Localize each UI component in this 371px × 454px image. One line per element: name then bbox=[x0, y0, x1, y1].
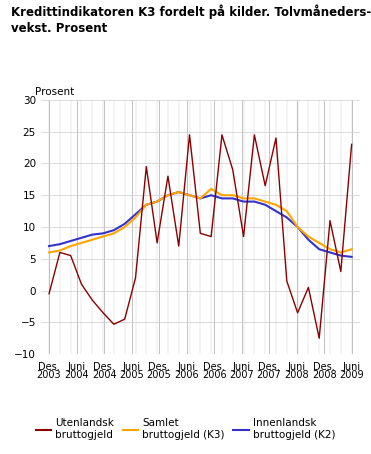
Text: Juni: Juni bbox=[178, 362, 196, 372]
Text: 2003: 2003 bbox=[37, 370, 61, 380]
Text: Kredittindikatoren K3 fordelt på kilder. Tolvmåneders-
vekst. Prosent: Kredittindikatoren K3 fordelt på kilder.… bbox=[11, 5, 371, 35]
Text: 2006: 2006 bbox=[202, 370, 226, 380]
Text: Juni: Juni bbox=[122, 362, 141, 372]
Text: Juni: Juni bbox=[233, 362, 251, 372]
Text: Des.: Des. bbox=[148, 362, 170, 372]
Text: Prosent: Prosent bbox=[35, 87, 75, 97]
Text: Juni: Juni bbox=[288, 362, 306, 372]
Text: 2006: 2006 bbox=[174, 370, 199, 380]
Text: 2004: 2004 bbox=[92, 370, 116, 380]
Text: 2004: 2004 bbox=[64, 370, 89, 380]
Text: Des.: Des. bbox=[93, 362, 115, 372]
Text: 2009: 2009 bbox=[339, 370, 364, 380]
Text: 2008: 2008 bbox=[312, 370, 336, 380]
Text: 2008: 2008 bbox=[284, 370, 309, 380]
Text: 2007: 2007 bbox=[257, 370, 282, 380]
Text: Juni: Juni bbox=[68, 362, 86, 372]
Text: Des.: Des. bbox=[313, 362, 335, 372]
Text: Des.: Des. bbox=[203, 362, 225, 372]
Text: 2007: 2007 bbox=[229, 370, 254, 380]
Text: 2005: 2005 bbox=[119, 370, 144, 380]
Text: Des.: Des. bbox=[258, 362, 280, 372]
Text: Juni: Juni bbox=[342, 362, 361, 372]
Legend: Utenlandsk
bruttogjeld, Samlet
bruttogjeld (K3), Innenlandsk
bruttogjeld (K2): Utenlandsk bruttogjeld, Samlet bruttogje… bbox=[32, 415, 339, 444]
Text: Des.: Des. bbox=[38, 362, 60, 372]
Text: 2005: 2005 bbox=[147, 370, 171, 380]
